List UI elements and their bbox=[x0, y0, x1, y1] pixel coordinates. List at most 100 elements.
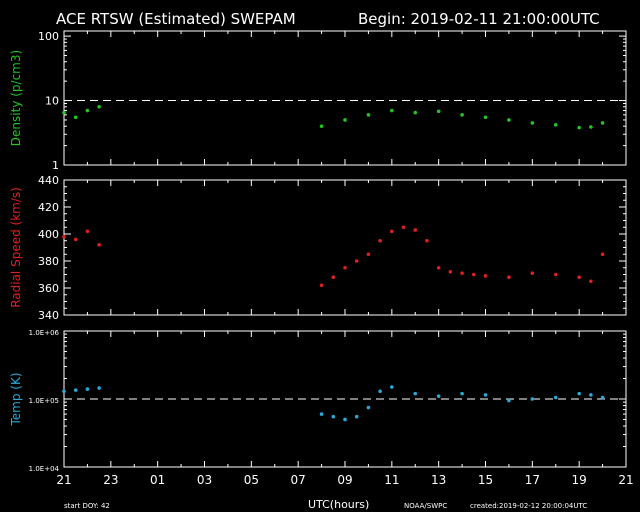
data-point bbox=[62, 110, 66, 115]
data-point bbox=[413, 228, 418, 232]
x-tick-label: 23 bbox=[103, 473, 118, 487]
data-point bbox=[553, 272, 558, 277]
data-point bbox=[354, 414, 359, 419]
x-tick-label: 17 bbox=[525, 473, 540, 487]
y-tick-label: 400 bbox=[38, 228, 59, 241]
data-point bbox=[97, 243, 101, 247]
y-tick-label: 100 bbox=[38, 30, 59, 43]
data-point bbox=[343, 417, 347, 422]
x-tick-label: 09 bbox=[337, 473, 352, 487]
data-point bbox=[97, 104, 101, 109]
x-tick-label: 03 bbox=[197, 473, 212, 487]
data-point bbox=[413, 110, 418, 115]
data-point bbox=[319, 124, 324, 128]
data-point bbox=[589, 125, 593, 129]
data-point bbox=[530, 397, 535, 401]
y-tick-label: 340 bbox=[38, 309, 59, 322]
data-point bbox=[62, 389, 66, 394]
y-tick-label: 1.0E+05 bbox=[29, 397, 59, 405]
data-point bbox=[600, 395, 605, 400]
data-point bbox=[343, 118, 347, 122]
y-tick-label: 440 bbox=[38, 174, 59, 187]
data-point bbox=[483, 393, 488, 397]
data-point bbox=[343, 265, 347, 270]
data-point bbox=[319, 412, 324, 416]
x-tick-label: 15 bbox=[478, 473, 493, 487]
data-point bbox=[331, 414, 336, 419]
y-tick-label: 10 bbox=[45, 95, 59, 108]
chart-title: ACE RTSW (Estimated) SWEPAM bbox=[56, 10, 296, 28]
data-point bbox=[425, 238, 429, 243]
data-point bbox=[460, 271, 464, 275]
x-tick-label: 07 bbox=[291, 473, 306, 487]
plot-frame bbox=[63, 30, 627, 166]
temperature-panel: 1.0E+04 1.0E+05 1.0E+06 Temp (K) 21 23 01 03 05 0… bbox=[9, 329, 634, 487]
speed-panel: 340 360 380 400 420 440 Radial Speed (km/s) bbox=[9, 174, 627, 322]
y-tick-label: 360 bbox=[38, 282, 59, 295]
y-tick-label: 380 bbox=[38, 255, 59, 268]
y-tick-label: 1.0E+06 bbox=[29, 329, 60, 337]
data-point bbox=[401, 225, 406, 230]
data-point bbox=[378, 238, 382, 243]
data-point bbox=[354, 259, 359, 263]
data-point bbox=[366, 252, 371, 257]
data-point bbox=[73, 388, 78, 392]
data-point bbox=[436, 394, 441, 398]
data-point bbox=[62, 234, 66, 239]
data-point bbox=[390, 108, 394, 113]
data-point bbox=[448, 270, 453, 274]
data-point bbox=[85, 229, 90, 234]
plot-frame bbox=[63, 179, 627, 316]
data-point bbox=[413, 391, 418, 396]
data-point bbox=[483, 274, 488, 278]
data-point bbox=[577, 125, 581, 130]
data-point bbox=[600, 252, 605, 257]
data-point bbox=[436, 109, 441, 114]
data-point bbox=[85, 108, 90, 113]
y-tick-label: 1.0E+04 bbox=[29, 465, 60, 473]
data-point bbox=[319, 283, 324, 288]
x-tick-label: 21 bbox=[56, 473, 71, 487]
source-label: NOAA/SWPC bbox=[404, 502, 447, 510]
data-point bbox=[553, 123, 558, 127]
y-axis-label: Density (p/cm3) bbox=[9, 50, 23, 146]
data-point bbox=[390, 229, 394, 234]
x-tick-label: 11 bbox=[384, 473, 399, 487]
data-point bbox=[483, 115, 488, 120]
x-tick-label: 21 bbox=[618, 473, 633, 487]
y-axis-label: Radial Speed (km/s) bbox=[9, 187, 23, 308]
density-panel: 1 10 100 Density (p/cm3) bbox=[9, 30, 627, 172]
y-tick-label: 420 bbox=[38, 201, 59, 214]
x-tick-label: 13 bbox=[431, 473, 446, 487]
x-tick-label: 01 bbox=[150, 473, 165, 487]
y-tick-label: 1 bbox=[52, 159, 59, 172]
data-point bbox=[589, 393, 593, 397]
x-axis-label: UTC(hours) bbox=[308, 498, 369, 511]
data-point bbox=[378, 389, 382, 394]
data-point bbox=[366, 113, 371, 117]
data-point bbox=[471, 272, 476, 277]
data-point bbox=[600, 121, 605, 125]
data-point bbox=[460, 391, 464, 396]
created-time: created:2019-02-12 20:00:04UTC bbox=[470, 502, 587, 510]
y-axis-label: Temp (K) bbox=[9, 372, 23, 426]
data-point bbox=[530, 271, 535, 275]
data-point bbox=[530, 121, 535, 125]
data-point bbox=[331, 275, 336, 280]
data-point bbox=[73, 115, 78, 120]
begin-time: Begin: 2019-02-11 21:00:00UTC bbox=[358, 10, 600, 28]
data-point bbox=[366, 405, 371, 410]
data-point bbox=[507, 398, 511, 403]
data-point bbox=[507, 118, 511, 122]
data-point bbox=[85, 387, 90, 391]
data-point bbox=[73, 237, 78, 242]
data-point bbox=[507, 275, 511, 280]
start-doy: start DOY: 42 bbox=[64, 502, 110, 510]
data-point bbox=[577, 275, 581, 280]
data-point bbox=[553, 395, 558, 400]
data-point bbox=[390, 385, 394, 389]
data-point bbox=[436, 265, 441, 270]
data-point bbox=[577, 391, 581, 396]
data-point bbox=[589, 279, 593, 284]
